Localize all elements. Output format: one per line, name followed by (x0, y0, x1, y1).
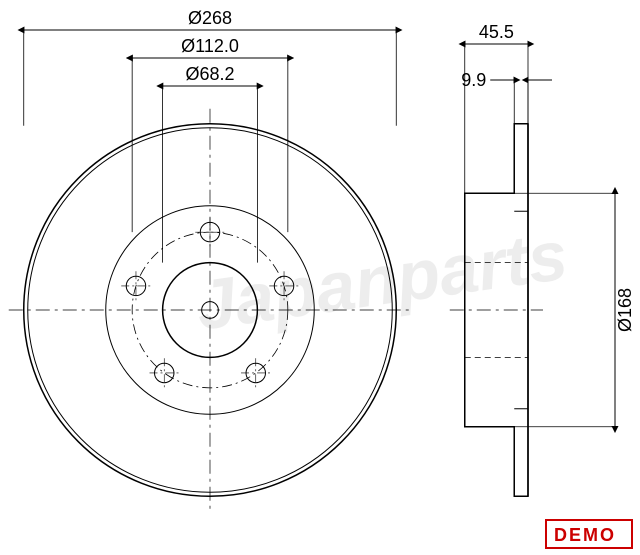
svg-text:Ø268: Ø268 (188, 8, 232, 28)
side-view (450, 124, 543, 497)
svg-text:45.5: 45.5 (479, 22, 514, 42)
demo-label: DEMO (554, 525, 616, 545)
svg-text:Ø112.0: Ø112.0 (181, 36, 239, 56)
svg-text:Ø68.2: Ø68.2 (185, 64, 234, 84)
svg-text:Ø168: Ø168 (615, 288, 635, 332)
watermark-text: Japanparts (191, 216, 572, 345)
svg-text:9.9: 9.9 (461, 70, 486, 90)
brake-disc-drawing: Japanparts Ø268 Ø112.0 Ø68.2 45.5 9.9 Ø168 DE… (0, 0, 640, 555)
